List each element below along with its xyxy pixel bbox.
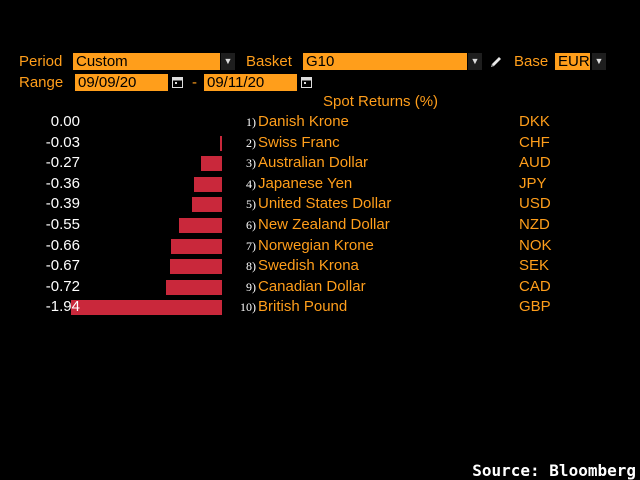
rank-number: 9) bbox=[246, 279, 256, 294]
return-value: 0.00 bbox=[50, 113, 80, 130]
calendar-end-icon[interactable] bbox=[298, 74, 314, 91]
list-item[interactable]: -0.27 3) Australian Dollar AUD bbox=[0, 153, 640, 173]
range-separator: - bbox=[192, 74, 197, 91]
currency-name[interactable]: United States Dollar bbox=[258, 195, 392, 213]
base-dropdown-icon[interactable]: ▼ bbox=[592, 53, 606, 70]
currency-name[interactable]: Canadian Dollar bbox=[258, 277, 366, 295]
base-label: Base bbox=[514, 53, 549, 70]
list-item[interactable]: -0.03 2) Swiss Franc CHF bbox=[0, 133, 640, 153]
period-dropdown-icon[interactable]: ▼ bbox=[221, 53, 235, 70]
return-bar bbox=[179, 218, 222, 233]
return-bar bbox=[219, 135, 222, 151]
return-bar bbox=[170, 238, 222, 254]
currency-code: AUD bbox=[519, 154, 551, 172]
period-select[interactable]: Custom bbox=[73, 53, 220, 70]
return-value: -0.36 bbox=[45, 174, 80, 192]
return-value: -0.03 bbox=[45, 133, 80, 151]
currency-name[interactable]: Australian Dollar bbox=[258, 154, 369, 172]
currency-code: JPY bbox=[519, 174, 547, 192]
basket-label: Basket bbox=[246, 53, 292, 70]
currency-code: CHF bbox=[519, 133, 550, 151]
period-label: Period bbox=[19, 53, 63, 70]
list-item[interactable]: -0.55 6) New Zealand Dollar NZD bbox=[0, 215, 640, 235]
currency-code: NZD bbox=[519, 216, 550, 233]
source-credit: Source: Bloomberg bbox=[472, 461, 636, 480]
edit-pencil-icon[interactable] bbox=[488, 54, 504, 70]
rank-number: 8) bbox=[246, 259, 256, 274]
return-bar bbox=[70, 300, 222, 316]
range-end-input[interactable]: 09/11/20 bbox=[204, 74, 297, 91]
list-item[interactable]: -0.39 5) United States Dollar USD bbox=[0, 194, 640, 214]
currency-code: CAD bbox=[519, 277, 551, 295]
list-item[interactable]: -1.94 10) British Pound GBP bbox=[0, 297, 640, 317]
basket-select[interactable]: G10 bbox=[303, 53, 467, 70]
rank-number: 2) bbox=[246, 135, 256, 150]
return-bar bbox=[200, 156, 222, 172]
rank-number: 10) bbox=[240, 300, 256, 315]
range-label: Range bbox=[19, 74, 64, 91]
return-value: -0.27 bbox=[45, 154, 80, 172]
currency-name[interactable]: New Zealand Dollar bbox=[258, 216, 390, 233]
currency-code: USD bbox=[519, 195, 551, 213]
currency-name[interactable]: British Pound bbox=[258, 298, 348, 316]
currency-name[interactable]: Danish Krone bbox=[258, 113, 349, 130]
currency-name[interactable]: Japanese Yen bbox=[258, 174, 353, 192]
calendar-start-icon[interactable] bbox=[169, 74, 185, 91]
rank-number: 4) bbox=[246, 176, 256, 191]
rank-number: 1) bbox=[246, 115, 256, 129]
rank-number: 7) bbox=[246, 238, 256, 253]
return-value: -0.67 bbox=[45, 257, 80, 275]
currency-code: SEK bbox=[519, 257, 550, 275]
return-value: -0.39 bbox=[45, 195, 80, 213]
return-bar bbox=[191, 197, 222, 213]
basket-dropdown-icon[interactable]: ▼ bbox=[468, 53, 482, 70]
currency-name[interactable]: Swiss Franc bbox=[258, 133, 340, 151]
return-bar bbox=[165, 279, 222, 295]
rank-number: 6) bbox=[246, 218, 256, 232]
list-item[interactable]: -0.36 4) Japanese Yen JPY bbox=[0, 174, 640, 194]
currency-code: DKK bbox=[519, 113, 550, 130]
return-value: -0.55 bbox=[45, 216, 80, 233]
list-item[interactable]: -0.67 8) Swedish Krona SEK bbox=[0, 256, 640, 276]
currency-code: GBP bbox=[519, 298, 551, 316]
return-value: -0.72 bbox=[45, 277, 80, 295]
return-value: -1.94 bbox=[45, 298, 80, 316]
list-item[interactable]: -0.72 9) Canadian Dollar CAD bbox=[0, 277, 640, 297]
rank-number: 5) bbox=[246, 197, 256, 212]
base-select[interactable]: EUR bbox=[555, 53, 590, 70]
currency-name[interactable]: Swedish Krona bbox=[258, 257, 359, 275]
list-item[interactable]: 0.00 1) Danish Krone DKK bbox=[0, 112, 640, 132]
chart-title: Spot Returns (%) bbox=[323, 93, 439, 110]
currency-code: NOK bbox=[519, 236, 552, 254]
rank-number: 3) bbox=[246, 156, 256, 171]
return-bar bbox=[193, 176, 222, 192]
return-value: -0.66 bbox=[45, 236, 80, 254]
list-item[interactable]: -0.66 7) Norwegian Krone NOK bbox=[0, 236, 640, 256]
currency-name[interactable]: Norwegian Krone bbox=[258, 236, 374, 254]
range-start-input[interactable]: 09/09/20 bbox=[75, 74, 168, 91]
return-bar bbox=[169, 259, 222, 275]
